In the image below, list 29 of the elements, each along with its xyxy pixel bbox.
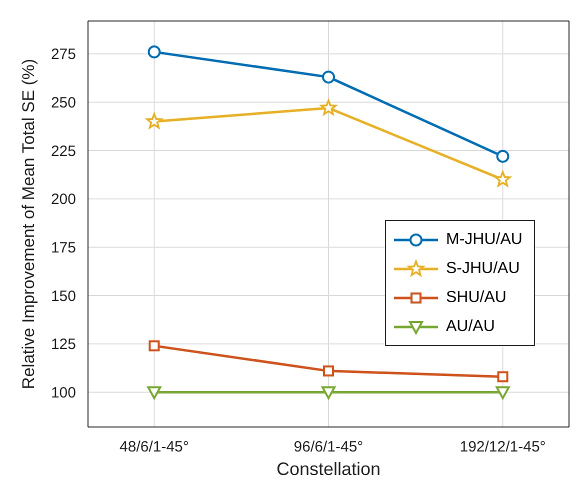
point — [320, 100, 337, 115]
legend-label: S-JHU/AU — [446, 260, 520, 278]
point — [494, 171, 511, 186]
legend-label: SHU/AU — [446, 288, 506, 306]
point — [322, 386, 336, 400]
y-tick-label: 250 — [50, 94, 76, 112]
point — [497, 371, 508, 382]
x-tick-label: 96/6/1-45° — [294, 438, 364, 456]
point — [148, 340, 160, 352]
point — [322, 70, 335, 84]
point — [496, 386, 510, 400]
y-tick-label: 125 — [50, 336, 76, 354]
legend-label: M-JHU/AU — [446, 230, 522, 248]
y-tick-label: 100 — [50, 384, 76, 402]
y-tick-label: 150 — [50, 288, 76, 305]
legend-label: AU/AU — [446, 318, 495, 336]
point — [146, 113, 162, 128]
x-tick-label: 48/6/1-45° — [120, 438, 189, 456]
y-tick-label: 175 — [50, 240, 76, 257]
point — [323, 365, 334, 376]
point — [148, 45, 161, 58]
y-tick-label: 225 — [50, 142, 76, 160]
point — [496, 150, 510, 163]
x-axis-title: Constellation — [276, 459, 381, 479]
x-tick-label: 192/12/1-45° — [460, 438, 546, 456]
y-tick-label: 275 — [50, 46, 76, 64]
point — [147, 386, 162, 400]
y-axis-title: Relative Improvement of Mean Total SE (%) — [19, 58, 38, 390]
y-tick-label: 200 — [50, 191, 76, 208]
